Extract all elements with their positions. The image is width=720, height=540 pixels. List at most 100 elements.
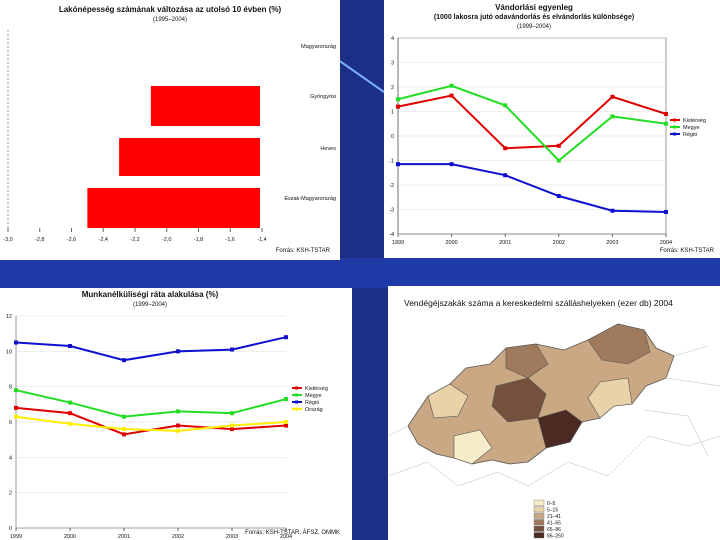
legend-marker	[295, 400, 298, 404]
chart1-category-label: Gyöngyösi	[310, 94, 336, 100]
series-point	[14, 340, 18, 345]
chart3-title: Munkanélküliségi ráta alakulása (%)	[82, 290, 219, 299]
legend-label: Megye	[683, 125, 700, 131]
series-point	[176, 423, 180, 428]
chart1-tick-label: -2,0	[162, 237, 171, 243]
series-point	[230, 411, 234, 416]
chart1-category-label: Heves	[320, 146, 336, 152]
chart1-tick-label: -1,6	[226, 237, 235, 243]
legend-marker	[295, 386, 298, 390]
chart1-category-label: Magyarország	[301, 44, 336, 50]
background-band	[0, 258, 720, 288]
map-legend-label: 65–86	[547, 527, 561, 533]
x-tick-label: 2003	[606, 240, 618, 246]
series-line	[15, 336, 287, 362]
map-legend-swatch	[533, 532, 545, 539]
legend-marker	[673, 118, 676, 122]
legend-label: Ország	[305, 407, 323, 413]
y-tick-label: 0	[391, 134, 394, 140]
series-line	[15, 389, 287, 418]
series-point	[230, 427, 234, 432]
decorative-line	[338, 60, 390, 97]
series-point	[176, 428, 180, 433]
map-region-east	[587, 377, 633, 419]
legend-marker	[673, 132, 676, 136]
y-tick-label: 3	[391, 61, 394, 67]
y-tick-label: -2	[389, 183, 394, 189]
series-point	[556, 143, 561, 148]
chart1-bar	[87, 188, 260, 228]
x-tick-label: 2000	[64, 534, 76, 540]
series-point	[284, 397, 288, 402]
series-point	[284, 335, 288, 340]
series-point	[610, 208, 615, 213]
legend-label: Régió	[683, 132, 697, 138]
chart1-tick-label: -2,4	[99, 237, 108, 243]
map-region-south	[537, 409, 583, 449]
y-tick-label: 4	[9, 455, 12, 461]
series-point	[68, 400, 72, 405]
x-tick-label: 2004	[660, 240, 672, 246]
map-legend-swatch	[533, 519, 545, 526]
series-point	[284, 423, 288, 428]
series-point	[664, 209, 668, 214]
map-region-northeast	[587, 323, 651, 365]
unemployment-chart-panel: Munkanélküliségi ráta alakulása (%) (199…	[0, 288, 352, 540]
guest-nights-map: Vendégéjszakák száma a kereskedelmi szál…	[388, 298, 720, 539]
series-point	[664, 121, 668, 126]
series-point	[230, 347, 234, 352]
map-regions	[407, 323, 675, 465]
series-point	[396, 97, 400, 102]
map-legend-swatch	[533, 512, 545, 519]
chart1-bar	[119, 138, 260, 176]
series-point	[449, 162, 454, 167]
chart2-title: Vándorlási egyenleg	[495, 3, 573, 12]
legend-label: Kistérség	[305, 386, 328, 392]
x-tick-label: 2002	[553, 240, 565, 246]
y-tick-label: -1	[389, 159, 394, 165]
map-region-west	[427, 383, 469, 419]
chart2-subtitle2: (1999–2004)	[517, 24, 551, 30]
legend-label: Kistérség	[683, 118, 706, 124]
series-point	[68, 411, 72, 416]
chart3-subtitle: (1999–2004)	[133, 302, 167, 308]
x-tick-label: 2001	[499, 240, 511, 246]
y-tick-label: 10	[6, 349, 12, 355]
series-point	[556, 158, 561, 163]
y-tick-label: 0	[9, 526, 12, 532]
series-point	[396, 162, 400, 167]
map-surrounding-borders	[388, 345, 720, 487]
y-tick-label: -3	[389, 208, 394, 214]
legend-label: Megye	[305, 393, 322, 399]
chart1-bar	[150, 86, 260, 126]
x-tick-label: 2001	[118, 534, 130, 540]
series-point	[284, 420, 288, 424]
series-line	[398, 163, 667, 213]
migration-chart-panel: Vándorlási egyenleg (1000 lakosra jutó o…	[384, 0, 720, 258]
chart1-tick-label: -1,8	[194, 237, 203, 243]
series-point	[176, 349, 180, 354]
series-point	[664, 111, 668, 116]
series-point	[176, 409, 180, 414]
series-point	[449, 83, 454, 88]
x-tick-label: 2000	[445, 240, 457, 246]
series-line	[397, 94, 667, 150]
y-tick-label: 4	[391, 36, 394, 42]
chart1-title: Lakónépesség számának változása az utols…	[59, 5, 282, 14]
series-point	[610, 114, 615, 119]
series-point	[396, 104, 400, 109]
y-tick-label: 6	[9, 420, 12, 426]
chart1-tick-label: -3,0	[3, 237, 12, 243]
population-change-chart-panel: Lakónépesség számának változása az utols…	[0, 0, 340, 260]
series-point	[230, 423, 234, 428]
map-legend-label: 21–41	[547, 514, 561, 520]
y-tick-label: 2	[391, 85, 394, 91]
y-tick-label: 8	[9, 385, 12, 391]
map-legend-label: 5–15	[547, 507, 558, 513]
legend-label: Régió	[305, 400, 319, 406]
x-tick-label: 2003	[226, 534, 238, 540]
legend-marker	[673, 125, 676, 129]
series-point	[122, 432, 126, 437]
y-tick-label: 2	[9, 491, 12, 497]
map-region-north	[505, 343, 549, 379]
